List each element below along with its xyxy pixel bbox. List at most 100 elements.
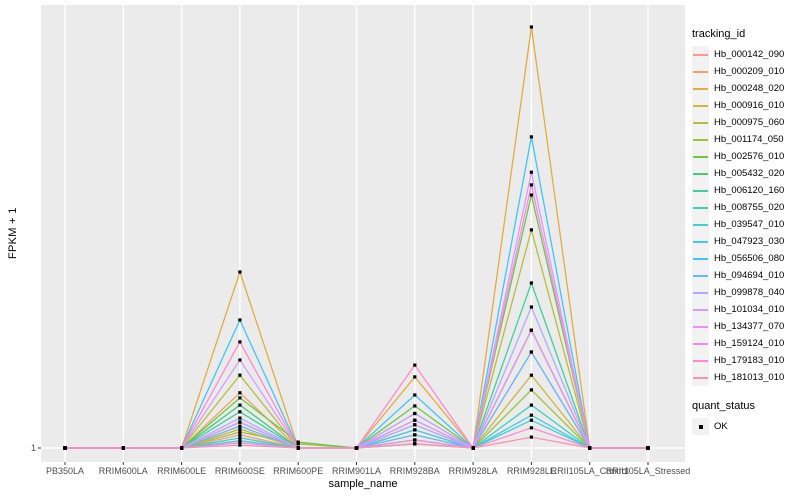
data-point — [238, 433, 242, 437]
legend-item-label: Hb_002576_010 — [714, 151, 785, 162]
data-point — [413, 411, 417, 416]
line-swatch-icon — [693, 70, 708, 73]
line-swatch-icon — [693, 87, 708, 90]
line-swatch-icon — [693, 257, 708, 260]
data-point — [529, 135, 533, 139]
data-point — [238, 416, 242, 420]
x-tick-label: PB350LA — [46, 466, 84, 476]
line-swatch-icon — [693, 206, 708, 209]
x-tick-label: RRIM600LE — [157, 466, 206, 476]
legend-item-label: Hb_047923_030 — [714, 236, 785, 247]
data-point — [121, 446, 125, 450]
line-swatch-icon — [693, 359, 708, 362]
data-point — [296, 446, 300, 450]
legend-item-ok: OK — [692, 418, 798, 435]
legend: tracking_id Hb_000142_090 Hb_000209_010 Hb… — [692, 28, 798, 435]
legend-item-label: Hb_094694_010 — [714, 270, 785, 281]
legend-item-label: Hb_159124_010 — [714, 338, 785, 349]
data-point — [413, 404, 417, 408]
data-point — [238, 270, 242, 274]
y-tick-label: 1 — [31, 443, 36, 453]
line-swatch-icon — [693, 155, 708, 158]
data-point — [529, 193, 533, 197]
legend-color-key — [692, 335, 709, 352]
legend-item-Hb_094694_010: Hb_094694_010 — [692, 267, 798, 284]
x-tick-label: RRIM600SE — [215, 466, 265, 476]
data-point — [529, 305, 533, 309]
legend-item-label: Hb_001174_050 — [714, 134, 784, 145]
data-point — [529, 435, 533, 439]
legend-title-tracking-id: tracking_id — [692, 28, 746, 40]
legend-item-label: Hb_005432_020 — [714, 168, 785, 179]
legend-item-label: Hb_000209_010 — [714, 66, 785, 77]
data-point — [296, 440, 300, 444]
legend-item-Hb_047923_030: Hb_047923_030 — [692, 233, 798, 250]
data-point — [413, 442, 417, 446]
x-tick-label: RRIM928LE — [507, 466, 556, 476]
legend-items-list: Hb_000142_090 Hb_000209_010 Hb_000248_020 H… — [692, 46, 798, 386]
data-point — [238, 427, 242, 431]
x-tick-label: RRII105LA_Control — [551, 466, 629, 476]
data-point — [413, 393, 417, 397]
legend-item-Hb_099878_040: Hb_099878_040 — [692, 284, 798, 301]
legend-item-label: Hb_000248_020 — [714, 83, 785, 94]
legend-item-Hb_056506_080: Hb_056506_080 — [692, 250, 798, 267]
data-point — [529, 228, 533, 232]
data-point — [238, 396, 242, 400]
line-swatch-icon — [693, 104, 708, 107]
data-point — [529, 281, 533, 285]
data-point — [413, 423, 417, 427]
legend-color-key — [692, 182, 709, 199]
data-point — [238, 403, 242, 407]
data-point — [238, 340, 242, 344]
data-point — [238, 436, 242, 440]
data-point — [529, 403, 533, 407]
data-point — [238, 439, 242, 443]
legend-item-Hb_001174_050: Hb_001174_050 — [692, 131, 798, 148]
data-point — [529, 25, 533, 29]
legend-item-Hb_134377_070: Hb_134377_070 — [692, 318, 798, 335]
line-swatch-icon — [693, 274, 708, 277]
legend-color-key — [692, 318, 709, 335]
x-tick-label: RRII105LA_Stressed — [606, 466, 691, 476]
legend-item-label: Hb_056506_080 — [714, 253, 785, 264]
data-point — [413, 375, 417, 379]
legend-item-Hb_000975_060: Hb_000975_060 — [692, 114, 798, 131]
legend-color-key — [692, 165, 709, 182]
legend-item-Hb_000248_020: Hb_000248_020 — [692, 80, 798, 97]
line-swatch-icon — [693, 138, 708, 141]
x-tick-label: RRIM600LA — [99, 466, 148, 476]
line-swatch-icon — [693, 342, 708, 345]
legend-item-label: Hb_101034_010 — [714, 304, 785, 315]
x-tick-label: RRIM600PE — [273, 466, 323, 476]
quant-status-key — [692, 418, 709, 435]
data-point — [529, 426, 533, 430]
line-swatch-icon — [693, 53, 708, 56]
legend-item-label: Hb_000975_060 — [714, 117, 785, 128]
legend-item-Hb_000209_010: Hb_000209_010 — [692, 63, 798, 80]
line-swatch-icon — [693, 325, 708, 328]
line-swatch-icon — [693, 189, 708, 192]
data-point — [238, 373, 242, 377]
legend-item-label: Hb_181013_010 — [714, 372, 785, 383]
legend-color-key — [692, 63, 709, 80]
legend-color-key — [692, 301, 709, 318]
line-swatch-icon — [693, 172, 708, 175]
legend-item-label: Hb_000916_010 — [714, 100, 785, 111]
legend-item-Hb_181013_010: Hb_181013_010 — [692, 369, 798, 386]
x-axis-title: sample_name — [328, 478, 398, 490]
line-swatch-icon — [693, 291, 708, 294]
data-point — [529, 170, 533, 174]
legend-item-Hb_039547_010: Hb_039547_010 — [692, 216, 798, 233]
data-point — [588, 446, 592, 450]
legend-item-label: OK — [714, 421, 728, 432]
data-point — [413, 438, 417, 442]
legend-item-label: Hb_008755_020 — [714, 202, 785, 213]
data-point — [296, 442, 300, 446]
legend-item-Hb_006120_160: Hb_006120_160 — [692, 182, 798, 199]
line-swatch-icon — [693, 240, 708, 243]
legend-item-Hb_008755_020: Hb_008755_020 — [692, 199, 798, 216]
legend-color-key — [692, 97, 709, 114]
